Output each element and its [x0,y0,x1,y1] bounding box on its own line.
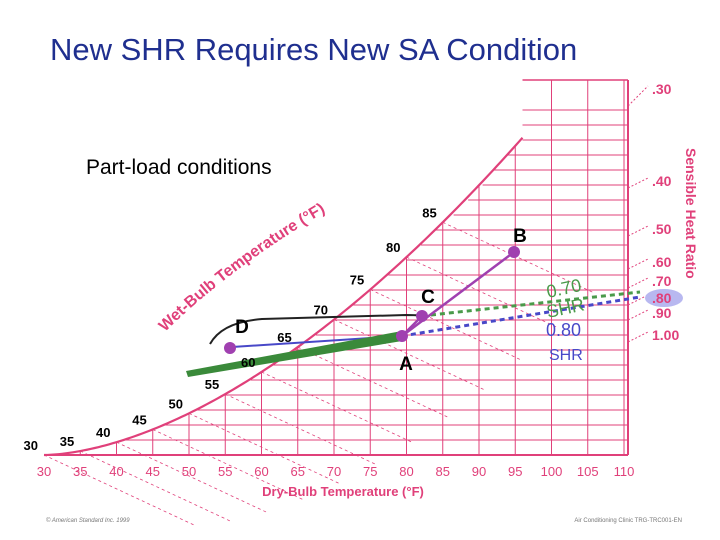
x-tick-label: 95 [508,464,522,479]
x-tick-label: 55 [218,464,232,479]
wet-bulb-tick-label: 70 [314,303,328,318]
chart-grid [43,79,649,526]
wet-bulb-tick-label: 65 [277,330,291,345]
course-footer: Air Conditioning Clinic TRG-TRC001-EN [574,518,682,524]
part-load-label: Part-load conditions [86,156,272,179]
shr-tick-line [627,258,649,270]
shr-tick-label: 1.00 [652,327,679,343]
x-tick-label: 30 [37,464,51,479]
shr-070-extension [421,290,641,318]
process-lines [186,246,641,377]
wet-bulb-line [225,393,376,465]
wet-bulb-line [370,289,521,360]
slide-title: New SHR Requires New SA Condition [50,32,578,67]
wet-bulb-tick-label: 85 [422,205,436,220]
x-tick-label: 80 [399,464,413,479]
wet-bulb-tick-label: 50 [169,396,183,411]
x-tick-label: 35 [73,464,87,479]
x-tick-label: 60 [254,464,268,479]
saturation-curve [43,137,524,457]
shr-tick-label: .30 [652,81,672,97]
state-label-a: A [399,354,413,375]
shr-tick-label: .40 [652,173,672,189]
purple-line-ab [401,251,515,337]
wet-bulb-line [80,450,231,522]
x-tick-label: 100 [541,464,563,479]
wet-bulb-tick-label: 55 [205,377,219,392]
shr-tick-line [627,225,649,237]
wet-bulb-tick-label: 80 [386,240,400,255]
shr-tick-label: .70 [652,273,672,289]
shr-tick-line [627,277,649,289]
wet-bulb-line [261,371,412,443]
state-point-c [416,310,428,322]
x-axis-title: Dry-Bulb Temperature (°F) [262,484,424,499]
state-point-a [396,330,408,342]
shr-tick-line [627,309,649,321]
shr-tick-line [627,331,649,343]
wet-bulb-tick-label: 30 [24,438,38,453]
shr-tick-label: .80 [652,290,672,306]
wet-bulb-tick-label: 60 [241,355,255,370]
x-tick-label: 45 [146,464,160,479]
shr-tick-label: .60 [652,254,672,270]
x-tick-label: 75 [363,464,377,479]
shr-080-value: 0.80 [546,320,581,340]
shr-080-extension [401,295,641,338]
green-process-band [186,331,402,377]
x-tick-label: 40 [109,464,123,479]
x-tick-label: 105 [577,464,599,479]
state-point-d [224,342,236,354]
shr-tick-line [627,177,649,189]
shr-tick-label: .90 [652,305,672,321]
x-tick-label: 70 [327,464,341,479]
wet-bulb-tick-label: 35 [60,434,74,449]
x-tick-label: 110 [614,464,635,479]
x-tick-label: 65 [291,464,305,479]
shr-tick-line [627,294,649,306]
state-label-c: C [421,287,435,308]
state-label-d: D [235,317,249,338]
x-tick-label: 50 [182,464,196,479]
wet-bulb-tick-label: 75 [350,273,364,288]
shr-080-unit: SHR [549,347,583,364]
wet-bulb-tick-label: 40 [96,425,110,440]
shr-tick-label: .50 [652,221,672,237]
state-point-b [508,246,520,258]
shr-tick-line [627,85,649,107]
copyright-footer: © American Standard Inc. 1999 [46,518,130,524]
shr-highlight [645,289,683,307]
wet-bulb-axis-title: Wet-Bulb Temperature (°F) [156,200,328,335]
wet-bulb-tick-label: 45 [132,412,146,427]
x-tick-label: 90 [472,464,486,479]
wet-bulb-line [297,346,448,418]
shr-axis-title: Sensible Heat Ratio [683,148,699,279]
x-tick-label: 85 [436,464,450,479]
state-label-b: B [513,226,527,247]
